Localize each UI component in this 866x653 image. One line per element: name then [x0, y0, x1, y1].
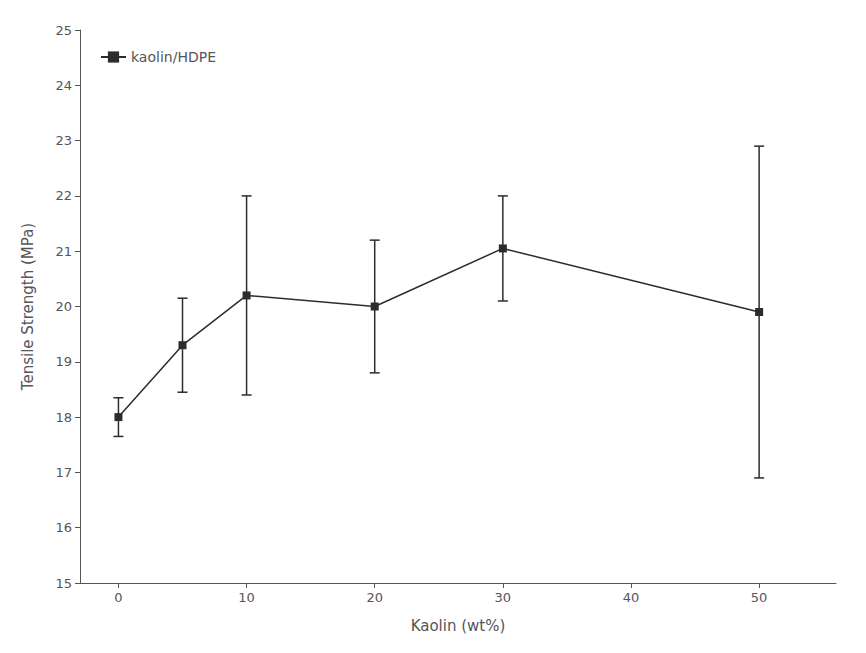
svg-text:10: 10: [238, 590, 255, 605]
svg-text:0: 0: [114, 590, 122, 605]
svg-text:50: 50: [751, 590, 768, 605]
svg-text:19: 19: [55, 354, 72, 369]
svg-text:20: 20: [55, 299, 72, 314]
svg-text:16: 16: [55, 520, 72, 535]
svg-text:40: 40: [623, 590, 640, 605]
svg-text:20: 20: [366, 590, 383, 605]
svg-text:24: 24: [55, 78, 72, 93]
svg-text:23: 23: [55, 133, 72, 148]
svg-text:Tensile Strength (MPa): Tensile Strength (MPa): [19, 223, 37, 391]
svg-text:25: 25: [55, 23, 72, 38]
svg-text:17: 17: [55, 465, 72, 480]
svg-text:22: 22: [55, 188, 72, 203]
svg-text:18: 18: [55, 410, 72, 425]
svg-text:Kaolin (wt%): Kaolin (wt%): [411, 617, 506, 635]
svg-text:21: 21: [55, 244, 72, 259]
svg-text:30: 30: [495, 590, 512, 605]
svg-text:15: 15: [55, 576, 72, 591]
svg-text:kaolin/HDPE: kaolin/HDPE: [131, 49, 216, 65]
